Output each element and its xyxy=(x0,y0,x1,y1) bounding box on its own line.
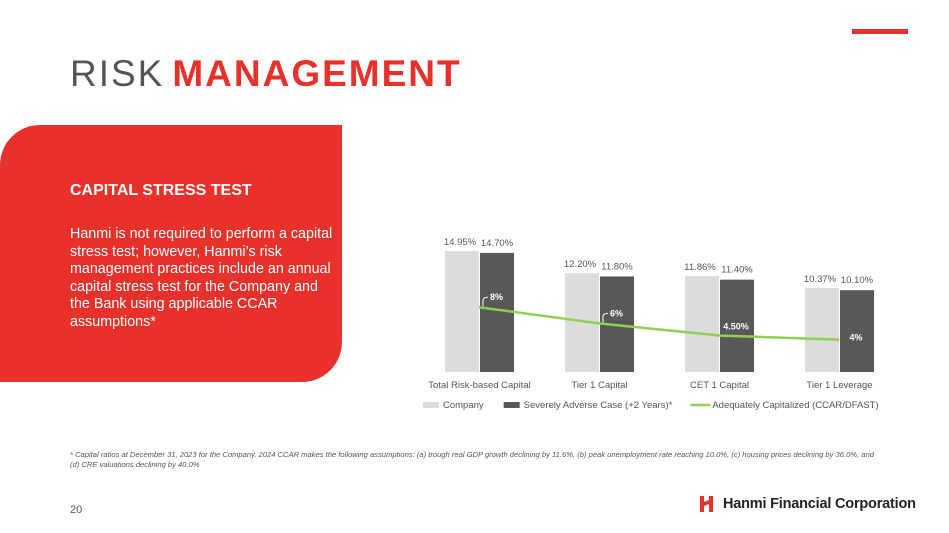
bar-0-3 xyxy=(805,288,839,372)
logo-text: Hanmi Financial Corporation xyxy=(723,496,916,512)
leader-line xyxy=(602,312,609,323)
page-title-bold: MANAGEMENT xyxy=(172,53,462,94)
footnote: * Capital ratios at December 31, 2023 fo… xyxy=(70,450,874,469)
page-number: 20 xyxy=(70,504,83,516)
adequacy-value-label: 4% xyxy=(849,333,862,343)
legend-label: Company xyxy=(443,400,484,411)
bar-1-3 xyxy=(840,290,874,372)
company-logo: Hanmi Financial Corporation xyxy=(699,493,916,515)
bar-value-label: 11.40% xyxy=(721,265,753,276)
stress-test-panel xyxy=(0,125,342,382)
adequacy-value-label: 4.50% xyxy=(723,322,749,332)
category-label: Tier 1 Leverage xyxy=(806,380,872,391)
bar-value-label: 10.37% xyxy=(804,274,837,285)
bar-value-label: 11.86% xyxy=(684,262,716,273)
legend-swatch xyxy=(503,402,520,408)
page-title: RISK MANAGEMENT xyxy=(70,52,462,96)
bar-1-0 xyxy=(480,252,514,372)
category-label: CET 1 Capital xyxy=(690,380,749,391)
category-label: Tier 1 Capital xyxy=(571,380,627,391)
panel-heading: CAPITAL STRESS TEST xyxy=(70,182,252,199)
adequacy-value-label: 8% xyxy=(490,292,503,302)
legend-label: Adequately Capitalized (CCAR/DFAST) xyxy=(712,400,878,411)
page-title-light: RISK xyxy=(70,53,165,94)
hanmi-logo-icon xyxy=(700,496,713,512)
bar-value-label: 12.20% xyxy=(564,259,597,270)
legend-label: Severely Adverse Case (+2 Years)* xyxy=(524,400,673,411)
panel-body: Hanmi is not required to perform a capit… xyxy=(70,226,333,330)
capital-ratio-chart: 14.95% 14.70% Total Risk-based Capital 12.2… xyxy=(423,237,879,411)
adequacy-value-label: 6% xyxy=(610,308,623,318)
legend-swatch xyxy=(423,402,439,408)
bar-value-label: 11.80% xyxy=(601,261,633,272)
bar-1-2 xyxy=(720,279,754,372)
bar-0-2 xyxy=(685,275,719,372)
bar-value-label: 14.70% xyxy=(481,238,514,249)
bar-value-label: 14.95% xyxy=(444,237,477,248)
top-accent-bar xyxy=(852,29,908,34)
bar-0-0 xyxy=(445,250,479,372)
category-label: Total Risk-based Capital xyxy=(428,380,530,391)
bar-value-label: 10.10% xyxy=(841,275,874,286)
leader-line xyxy=(482,296,489,307)
adequacy-line xyxy=(478,305,840,341)
